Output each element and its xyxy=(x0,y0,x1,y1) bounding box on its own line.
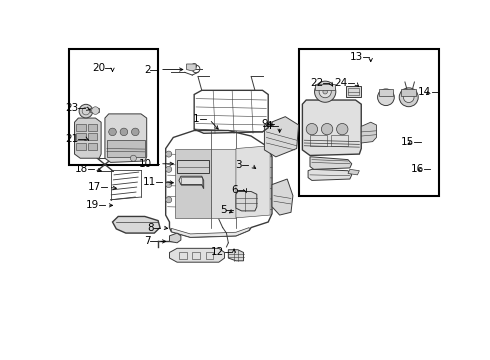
Bar xyxy=(206,252,213,258)
Circle shape xyxy=(166,166,172,172)
Text: 10: 10 xyxy=(139,159,152,169)
Circle shape xyxy=(166,151,172,157)
Bar xyxy=(315,84,336,90)
Circle shape xyxy=(109,128,116,136)
Bar xyxy=(90,108,99,112)
Bar xyxy=(177,159,209,173)
Text: 15: 15 xyxy=(401,136,415,147)
Text: 8: 8 xyxy=(147,222,154,233)
Polygon shape xyxy=(302,100,361,156)
Circle shape xyxy=(306,123,318,135)
Polygon shape xyxy=(170,248,224,262)
Bar xyxy=(401,89,416,96)
Circle shape xyxy=(321,123,333,135)
Polygon shape xyxy=(361,122,376,143)
Circle shape xyxy=(130,155,136,161)
Bar xyxy=(76,133,86,140)
Bar xyxy=(88,123,97,131)
Text: 9: 9 xyxy=(262,118,268,129)
Text: 17: 17 xyxy=(88,183,101,192)
Text: 7: 7 xyxy=(144,237,150,246)
Polygon shape xyxy=(308,169,352,180)
Circle shape xyxy=(319,86,331,98)
Polygon shape xyxy=(175,149,211,218)
Text: 16: 16 xyxy=(411,164,424,174)
Polygon shape xyxy=(105,114,147,162)
Bar xyxy=(298,49,439,196)
Polygon shape xyxy=(348,169,359,175)
Circle shape xyxy=(337,123,348,135)
Text: 18: 18 xyxy=(74,164,88,174)
Text: 23: 23 xyxy=(65,103,78,113)
Bar xyxy=(310,135,327,146)
Circle shape xyxy=(120,128,128,136)
Text: 2: 2 xyxy=(144,64,150,75)
Text: 12: 12 xyxy=(211,247,224,257)
Text: 21: 21 xyxy=(65,134,78,144)
Text: 22: 22 xyxy=(310,78,323,89)
Text: 14: 14 xyxy=(418,87,432,97)
Bar xyxy=(88,143,97,150)
Polygon shape xyxy=(113,216,160,233)
Polygon shape xyxy=(172,228,249,237)
Circle shape xyxy=(315,81,336,102)
Text: 1: 1 xyxy=(193,114,200,125)
Bar xyxy=(179,252,187,258)
Text: 4: 4 xyxy=(266,121,272,131)
Circle shape xyxy=(323,89,327,94)
Bar xyxy=(192,252,200,258)
Text: 20: 20 xyxy=(92,63,105,73)
Text: 3: 3 xyxy=(235,160,242,170)
Circle shape xyxy=(378,89,394,105)
Bar xyxy=(346,86,361,97)
Polygon shape xyxy=(272,179,293,215)
Bar xyxy=(76,143,86,150)
Text: 24: 24 xyxy=(335,78,348,89)
Polygon shape xyxy=(236,146,270,218)
Polygon shape xyxy=(310,157,352,169)
Polygon shape xyxy=(170,233,181,243)
Polygon shape xyxy=(211,149,236,218)
Bar xyxy=(348,87,359,95)
Circle shape xyxy=(79,104,93,118)
Polygon shape xyxy=(187,64,196,71)
Polygon shape xyxy=(236,192,257,211)
Circle shape xyxy=(166,181,172,188)
Bar xyxy=(181,177,202,185)
Text: 6: 6 xyxy=(231,185,238,195)
Bar xyxy=(331,135,348,146)
Bar xyxy=(76,123,86,131)
Bar xyxy=(107,140,145,157)
Polygon shape xyxy=(228,250,244,261)
Bar xyxy=(379,89,393,96)
Polygon shape xyxy=(74,118,101,158)
Circle shape xyxy=(399,88,418,107)
Bar xyxy=(69,49,158,165)
Circle shape xyxy=(166,197,172,203)
Circle shape xyxy=(403,92,414,103)
Polygon shape xyxy=(179,176,204,189)
Circle shape xyxy=(131,128,139,136)
Bar xyxy=(88,133,97,140)
Text: 5: 5 xyxy=(220,204,226,215)
Circle shape xyxy=(92,107,99,114)
Text: 13: 13 xyxy=(350,52,363,62)
Text: 11: 11 xyxy=(143,177,156,187)
Polygon shape xyxy=(265,117,298,157)
Text: 19: 19 xyxy=(86,201,99,210)
